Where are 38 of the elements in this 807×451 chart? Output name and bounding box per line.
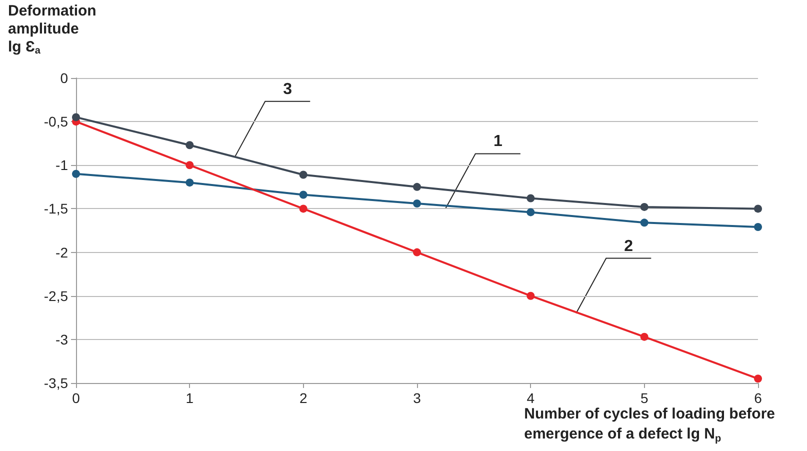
point — [186, 141, 194, 150]
y-tick-label: -3 — [56, 331, 68, 348]
point — [413, 248, 421, 256]
y-tick-label: -0,5 — [44, 114, 68, 130]
x-tick-label: 0 — [72, 390, 80, 406]
point — [413, 199, 421, 208]
x-tick-label: 5 — [640, 390, 648, 406]
point — [72, 113, 80, 122]
point — [299, 170, 308, 179]
annotation: 3 — [283, 80, 292, 98]
x-tick-label: 4 — [526, 390, 535, 406]
x-tick-label: 2 — [299, 390, 308, 406]
point — [299, 204, 308, 213]
point — [186, 178, 194, 187]
point — [526, 292, 535, 300]
y-tick-label: 0 — [60, 70, 68, 86]
y-tick-label: -2 — [56, 244, 68, 260]
point — [299, 190, 308, 199]
point — [413, 182, 421, 191]
y-tick-label: -1,5 — [44, 200, 68, 217]
point — [186, 161, 194, 170]
x-tick-label: 1 — [186, 390, 194, 406]
point — [640, 218, 648, 227]
y-tick-label: -2,5 — [44, 288, 68, 304]
point — [754, 223, 762, 232]
point — [754, 374, 762, 383]
x-tick-label: 3 — [413, 390, 422, 406]
annotation: 2 — [624, 238, 634, 255]
y-tick-label: -1 — [56, 157, 68, 174]
y-tick-label: -3,5 — [44, 375, 68, 391]
point — [526, 194, 535, 202]
point — [72, 170, 80, 178]
point — [526, 208, 535, 216]
annotation: 1 — [493, 133, 502, 150]
x-tick-label: 6 — [754, 390, 762, 406]
point — [640, 202, 648, 211]
point — [754, 204, 762, 213]
point — [640, 332, 648, 341]
